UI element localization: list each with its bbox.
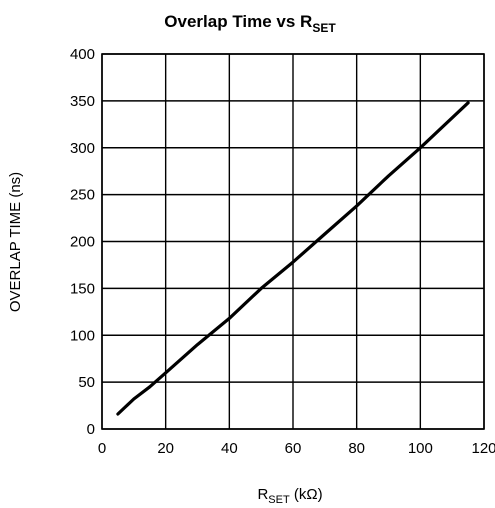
x-tick-label-60: 60: [285, 440, 302, 457]
y-tick-label-400: 400: [70, 46, 95, 63]
chart-title: Overlap Time vs RSET: [164, 12, 336, 35]
y-tick-label-200: 200: [70, 234, 95, 251]
x-tick-label-80: 80: [348, 440, 365, 457]
grid: [101, 53, 485, 430]
y-tick-labels: 0 50 100 150 200 250 300 350 400: [70, 46, 95, 438]
series-line-0: [116, 101, 470, 416]
plot-frame: [101, 53, 485, 430]
y-axis-label: OVERLAP TIME (ns): [7, 172, 24, 312]
y-tick-label-150: 150: [70, 280, 95, 297]
y-tick-label-250: 250: [70, 187, 95, 204]
x-tick-label-0: 0: [98, 440, 106, 457]
y-tick-label-300: 300: [70, 140, 95, 157]
x-axis-label: RSET (kΩ): [257, 486, 322, 506]
x-tick-label-100: 100: [408, 440, 433, 457]
x-tick-labels: 0 20 40 60 80 100 120: [98, 440, 495, 457]
y-tick-label-50: 50: [78, 374, 95, 391]
x-tick-label-20: 20: [157, 440, 174, 457]
y-tick-label-100: 100: [70, 327, 95, 344]
y-tick-label-0: 0: [87, 421, 95, 438]
series-lines: [116, 101, 470, 416]
x-tick-label-40: 40: [221, 440, 238, 457]
x-tick-label-120: 120: [471, 440, 495, 457]
y-tick-label-350: 350: [70, 93, 95, 110]
